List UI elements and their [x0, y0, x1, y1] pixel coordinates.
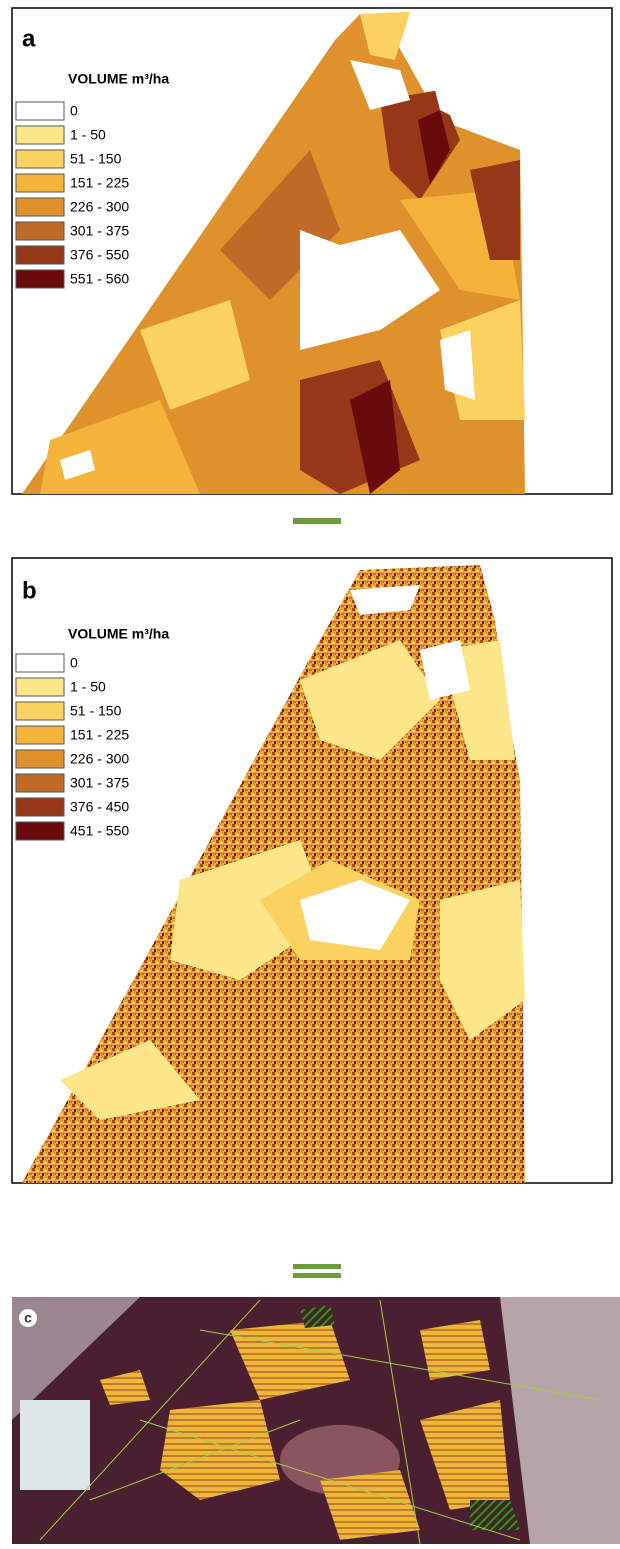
legend-label: 51 - 150: [70, 703, 122, 719]
legend-label: 226 - 300: [70, 751, 129, 767]
legend-label: 301 - 375: [70, 775, 129, 791]
legend-label: 0: [70, 103, 78, 119]
separator: [293, 1264, 341, 1269]
satellite-image: [12, 1297, 620, 1544]
panel-label-badge: [19, 1309, 37, 1327]
legend-label: 451 - 550: [70, 823, 129, 839]
legend-swatch: [15, 149, 65, 169]
panel-label: c: [24, 1310, 32, 1326]
legend-swatch: [15, 173, 65, 193]
legend-swatch: [15, 221, 65, 241]
legend-label: 376 - 550: [70, 247, 129, 263]
legend-label: 1 - 50: [70, 127, 106, 143]
panel-label: b: [22, 577, 37, 604]
legend-title: VOLUME m³/ha: [68, 626, 169, 642]
legend-swatch: [15, 821, 65, 841]
legend-label: 226 - 300: [70, 199, 129, 215]
legend-swatch: [15, 125, 65, 145]
legend-swatch: [15, 653, 65, 673]
legend-swatch: [15, 197, 65, 217]
separator: [293, 518, 341, 524]
panel-label: a: [22, 25, 36, 52]
legend-label: 551 - 560: [70, 271, 129, 287]
legend-swatch: [15, 773, 65, 793]
legend-swatch: [15, 797, 65, 817]
map-a: [22, 12, 525, 494]
map-b: [22, 565, 525, 1183]
legend-label: 51 - 150: [70, 151, 122, 167]
legend-swatch: [15, 245, 65, 265]
separator: [293, 1273, 341, 1278]
legend-swatch: [15, 701, 65, 721]
legend-swatch: [15, 677, 65, 697]
legend-label: 151 - 225: [70, 727, 129, 743]
legend-swatch: [15, 101, 65, 121]
legend-title: VOLUME m³/ha: [68, 71, 169, 87]
legend-label: 0: [70, 655, 78, 671]
legend-label: 301 - 375: [70, 223, 129, 239]
legend-swatch: [15, 725, 65, 745]
legend-label: 151 - 225: [70, 175, 129, 191]
legend-label: 376 - 450: [70, 799, 129, 815]
legend-swatch: [15, 269, 65, 289]
legend-label: 1 - 50: [70, 679, 106, 695]
legend-swatch: [15, 749, 65, 769]
